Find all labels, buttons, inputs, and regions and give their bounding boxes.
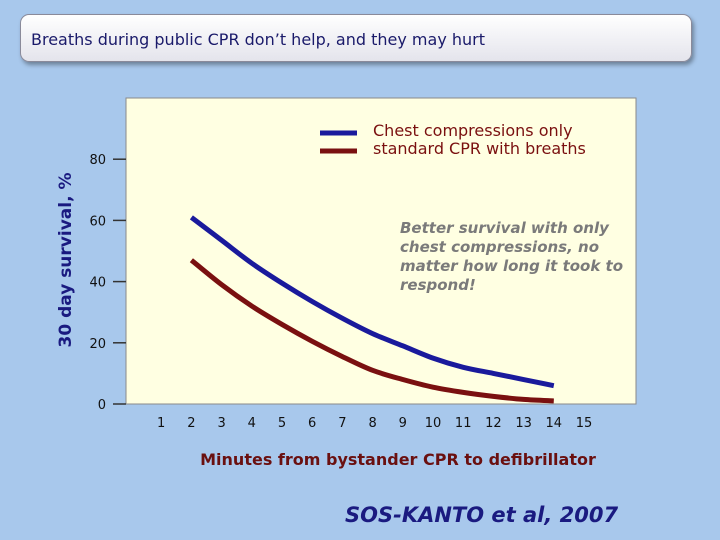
x-axis-label: Minutes from bystander CPR to defibrilla… <box>200 450 596 469</box>
legend-label: standard CPR with breaths <box>373 139 586 158</box>
x-tick-label: 10 <box>425 416 442 431</box>
annotation-line: respond! <box>400 276 476 294</box>
x-tick-label: 3 <box>217 416 225 431</box>
title-box: Breaths during public CPR don’t help, an… <box>20 14 692 62</box>
citation: SOS-KANTO et al, 2007 <box>345 503 619 527</box>
x-tick-label: 6 <box>308 416 316 431</box>
slide-title: Breaths during public CPR don’t help, an… <box>31 30 486 49</box>
y-tick-label: 40 <box>89 276 106 291</box>
x-tick-label: 2 <box>187 416 195 431</box>
chart-annotation: Better survival with only chest compressi… <box>400 219 623 294</box>
x-tick-label: 9 <box>399 416 407 431</box>
x-tick-label: 11 <box>455 416 472 431</box>
x-tick-label: 13 <box>515 416 532 431</box>
y-axis-label: 30 day survival, % <box>56 173 76 348</box>
x-tick-label: 12 <box>485 416 502 431</box>
annotation-line: matter how long it took to <box>400 257 623 275</box>
annotation-line: Better survival with only <box>400 219 610 237</box>
x-tick-label: 1 <box>157 416 165 431</box>
plot-area <box>125 97 637 405</box>
x-tick-label: 8 <box>368 416 376 431</box>
y-tick-label: 20 <box>89 337 106 352</box>
x-tick-label: 15 <box>576 416 593 431</box>
x-tick-label: 5 <box>278 416 286 431</box>
x-tick-label: 4 <box>248 416 256 431</box>
y-tick-label: 80 <box>89 153 106 168</box>
annotation-line: chest compressions, no <box>400 238 599 256</box>
y-tick-label: 60 <box>89 214 106 229</box>
x-tick-label: 7 <box>338 416 346 431</box>
y-tick-label: 0 <box>98 398 106 413</box>
x-tick-label: 14 <box>546 416 563 431</box>
legend-label: Chest compressions only <box>373 121 573 140</box>
series-line-compressions-only <box>189 215 555 389</box>
series-line-standard-cpr <box>189 258 554 404</box>
